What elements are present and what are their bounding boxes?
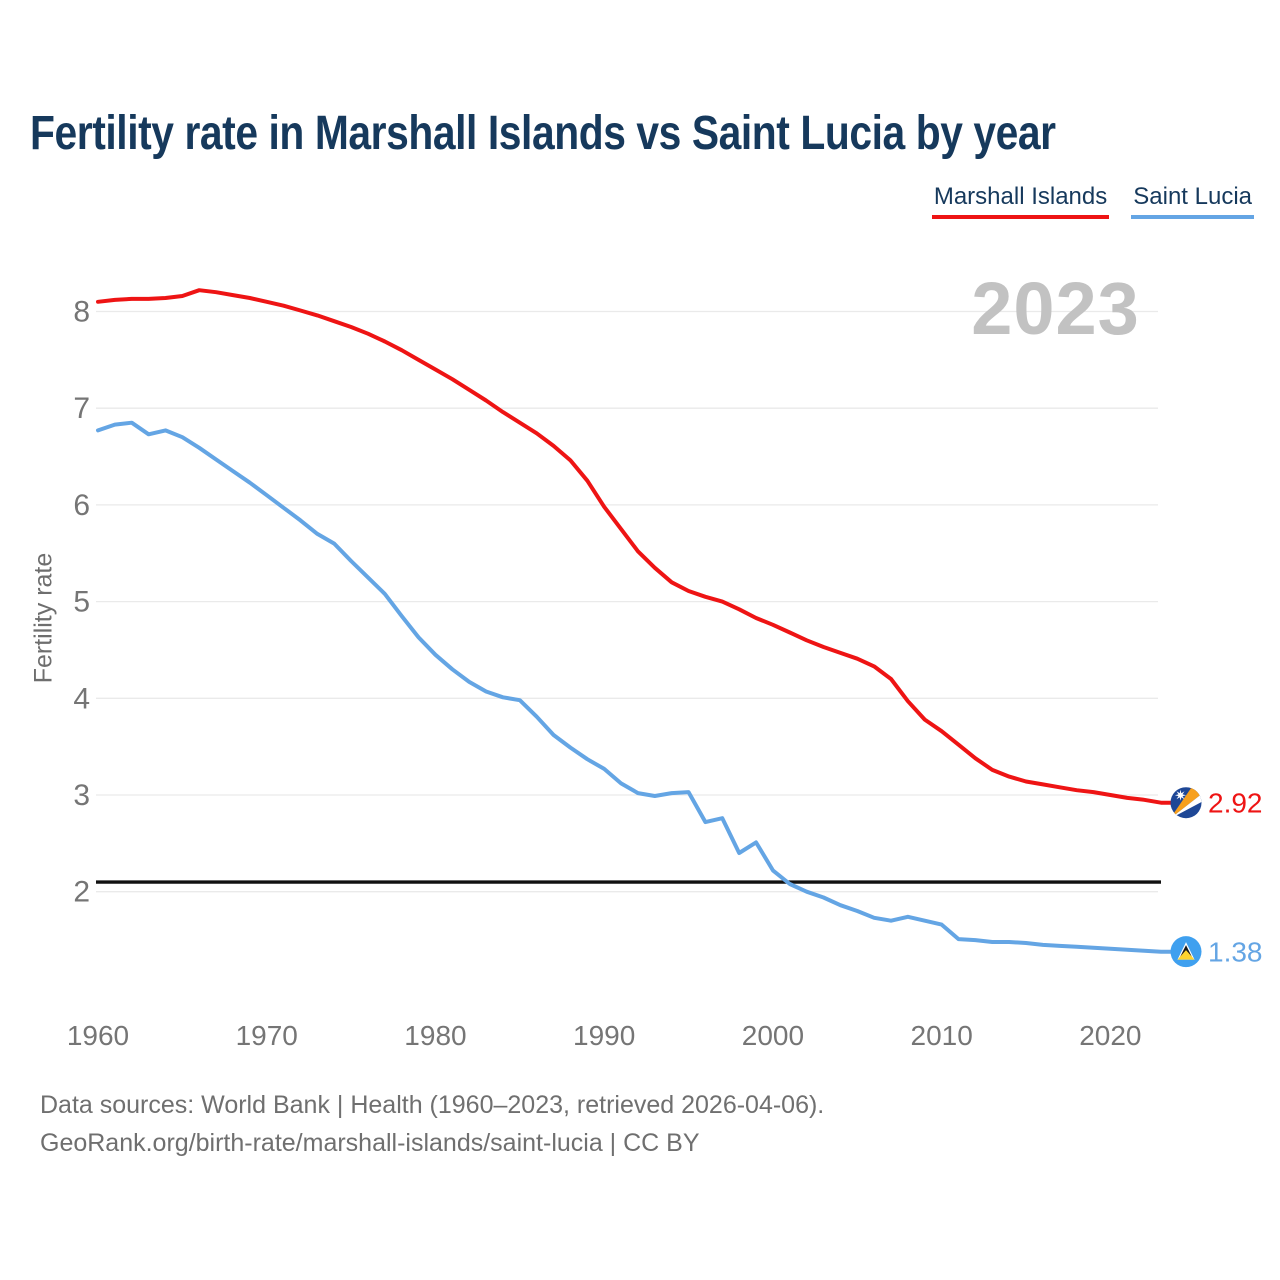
- y-tick-label: 7: [73, 392, 90, 425]
- x-tick-label: 1970: [236, 1020, 298, 1051]
- y-tick-label: 3: [73, 779, 90, 812]
- legend: Marshall Islands Saint Lucia: [931, 183, 1254, 219]
- y-tick-label: 2: [73, 876, 90, 909]
- end-value-label-saint-lucia: 1.38: [1208, 937, 1263, 968]
- series-line-marshall-islands: [96, 288, 1174, 805]
- y-tick-label: 8: [73, 296, 90, 329]
- flag-icon-marshall-islands: [1170, 787, 1202, 819]
- series-line-saint-lucia: [96, 420, 1174, 954]
- footer: Data sources: World Bank | Health (1960–…: [40, 1086, 824, 1162]
- x-tick-label: 2020: [1079, 1020, 1141, 1051]
- year-watermark: 2023: [971, 267, 1140, 350]
- legend-item-saint-lucia[interactable]: Saint Lucia: [1131, 183, 1254, 219]
- y-tick-label: 5: [73, 586, 90, 619]
- y-tick-label: 6: [73, 489, 90, 522]
- legend-item-marshall-islands[interactable]: Marshall Islands: [931, 183, 1110, 219]
- x-tick-label: 1980: [404, 1020, 466, 1051]
- x-tick-label: 1960: [67, 1020, 129, 1051]
- end-value-label-marshall-islands: 2.92: [1208, 788, 1263, 819]
- x-tick-label: 1990: [573, 1020, 635, 1051]
- footer-sources: Data sources: World Bank | Health (1960–…: [40, 1091, 825, 1119]
- page-title: Fertility rate in Marshall Islands vs Sa…: [30, 107, 1056, 160]
- flag-icon-saint-lucia: [1170, 936, 1202, 968]
- x-tick-label: 2010: [911, 1020, 973, 1051]
- footer-attribution: GeoRank.org/birth-rate/marshall-islands/…: [40, 1129, 700, 1157]
- x-tick-label: 2000: [742, 1020, 804, 1051]
- y-tick-label: 4: [73, 682, 90, 715]
